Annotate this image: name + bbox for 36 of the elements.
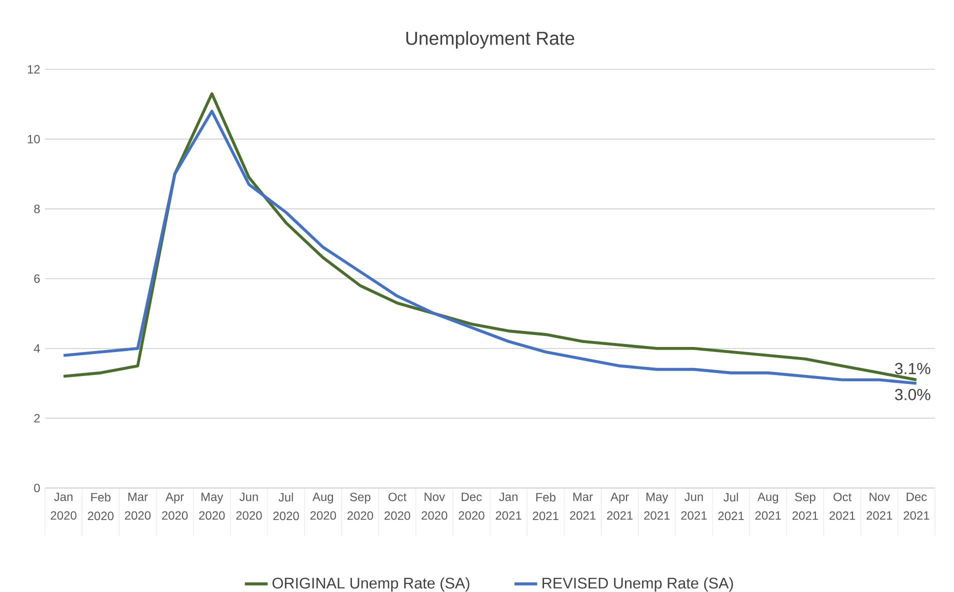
x-tick-label: Mar 2020 xyxy=(124,492,151,520)
x-tick-label: May 2020 xyxy=(199,492,225,520)
y-tick-label: 4 xyxy=(34,344,40,353)
x-tick-label: Aug 2020 xyxy=(310,492,336,520)
x-tick-label: Apr 2020 xyxy=(162,492,188,520)
x-tick-label: Jun 2020 xyxy=(236,492,262,520)
x-tick-label: Nov 2021 xyxy=(866,492,892,520)
data-label: 3.0% xyxy=(894,388,930,400)
legend-label: ORIGINAL Unemp Rate (SA) xyxy=(272,577,470,592)
x-tick-label: Jan 2020 xyxy=(50,492,76,520)
x-tick-label: Sep 2021 xyxy=(792,492,818,520)
data-label: 3.1% xyxy=(894,362,930,374)
x-tick-label: Sep 2020 xyxy=(347,492,374,520)
x-tick-label: Oct 2021 xyxy=(830,492,856,520)
x-tick-label: Jan 2021 xyxy=(496,492,522,520)
x-tick-label: Mar 2021 xyxy=(570,492,596,520)
legend-label: REVISED Unemp Rate (SA) xyxy=(542,577,733,592)
x-tick-label: Dec 2021 xyxy=(904,492,930,520)
y-tick-label: 12 xyxy=(28,65,40,74)
x-tick-label: Feb 2020 xyxy=(88,492,114,520)
x-tick-label: Jul 2021 xyxy=(718,492,744,520)
y-tick-label: 10 xyxy=(28,134,40,144)
x-tick-label: Jun 2021 xyxy=(681,492,707,520)
x-tick-label: Feb 2021 xyxy=(532,492,558,520)
x-tick-label: Nov 2020 xyxy=(422,492,448,520)
y-tick-label: 6 xyxy=(34,274,40,283)
y-tick-label: 0 xyxy=(34,484,40,492)
x-tick-label: Apr 2021 xyxy=(607,492,633,520)
x-tick-label: Dec 2020 xyxy=(458,492,484,520)
x-tick-label: May 2021 xyxy=(644,492,670,520)
x-tick-label: Jul 2020 xyxy=(273,492,299,520)
x-tick-label: Oct 2020 xyxy=(384,492,410,520)
y-tick-label: 8 xyxy=(34,204,40,214)
x-tick-label: Aug 2021 xyxy=(755,492,781,520)
chart-title: Unemployment Rate xyxy=(406,31,574,49)
y-tick-label: 2 xyxy=(34,414,40,422)
